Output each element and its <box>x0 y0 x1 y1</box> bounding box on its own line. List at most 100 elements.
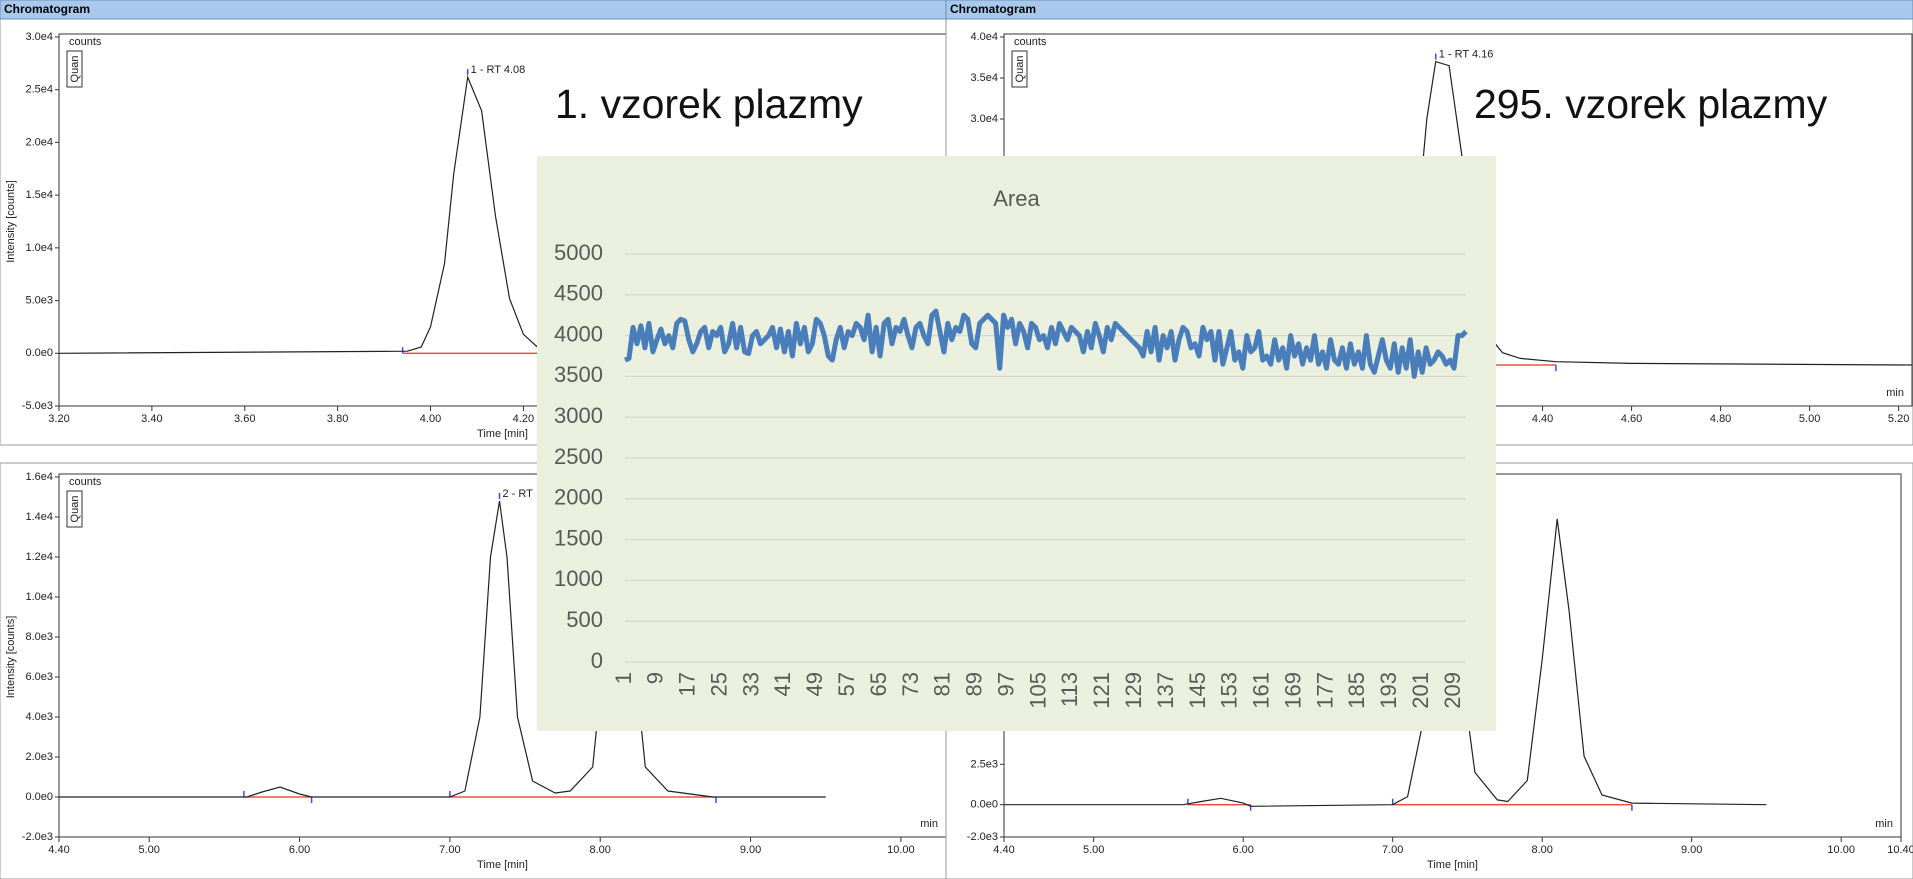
y-unit: counts <box>69 36 102 48</box>
x-tick-label: 153 <box>1217 672 1242 709</box>
y-tick-label: 500 <box>566 607 603 632</box>
x-tick-label: 4.20 <box>513 413 534 425</box>
x-tick-label: 6.00 <box>1232 844 1253 856</box>
x-tick-label: 7.00 <box>1382 844 1403 856</box>
y-tick-label: 1.4e4 <box>25 511 53 523</box>
x-axis-label: Time [min] <box>477 859 528 871</box>
x-unit: min <box>1875 818 1893 830</box>
y-tick-label: 3500 <box>554 362 603 387</box>
y-tick-label: 2.0e4 <box>25 136 53 148</box>
panel-header <box>945 0 1913 20</box>
x-tick-label: 1 <box>611 672 636 684</box>
peak-label: 1 - RT 4.16 <box>1439 49 1494 61</box>
x-tick-label: 185 <box>1344 672 1369 709</box>
x-tick-label: 8.00 <box>590 844 611 856</box>
x-tick-label: 169 <box>1280 672 1305 709</box>
x-tick-label: 9 <box>643 672 668 684</box>
y-tick-label: 1.0e4 <box>25 591 53 603</box>
panel-header <box>0 0 947 20</box>
tag-box <box>66 490 83 528</box>
x-tick-label: 3.20 <box>48 413 69 425</box>
y-tick-label: -5.0e3 <box>22 400 53 412</box>
y-tick-label: 2000 <box>554 485 603 510</box>
peak-label: 2 - RT <box>502 488 533 500</box>
x-tick-label: 113 <box>1057 672 1082 707</box>
y-tick-label: 0.0e0 <box>25 347 53 359</box>
tag: Quan <box>69 496 81 523</box>
y-tick-label: 1.0e4 <box>25 242 53 254</box>
x-tick-label: 4.80 <box>1710 413 1731 425</box>
y-tick-label: -2.0e3 <box>22 831 53 843</box>
x-tick-label: 8.00 <box>1531 844 1552 856</box>
x-axis-label: Time [min] <box>1427 859 1478 871</box>
x-tick-label: 81 <box>930 672 955 696</box>
peak-label: 1 - RT 4.08 <box>471 64 526 76</box>
x-tick-label: 33 <box>738 672 763 696</box>
x-tick-label: 161 <box>1249 672 1274 709</box>
y-tick-label: 2.5e3 <box>970 758 998 770</box>
x-tick-label: 209 <box>1440 672 1465 709</box>
y-tick-label: 1.5e4 <box>25 189 53 201</box>
y-tick-label: 0.0e0 <box>25 791 53 803</box>
y-tick-label: 0.0e0 <box>970 799 998 811</box>
x-tick-label: 9.00 <box>1681 844 1702 856</box>
x-unit: min <box>920 818 938 830</box>
x-tick-label: 193 <box>1376 672 1401 709</box>
area-line <box>624 308 1468 379</box>
y-tick-label: 8.0e3 <box>25 631 53 643</box>
x-tick-label: 105 <box>1025 672 1050 709</box>
tag-box <box>66 50 83 88</box>
x-tick-label: 9.00 <box>740 844 761 856</box>
y-unit: counts <box>1014 36 1047 48</box>
panel-title: Chromatogram <box>950 2 1036 16</box>
x-tick-label: 89 <box>962 672 987 696</box>
x-tick-label: 201 <box>1408 672 1433 709</box>
x-tick-label: 10.00 <box>887 844 915 856</box>
caption: 295. vzorek plazmy <box>1474 81 1828 127</box>
chart-background <box>537 156 1496 731</box>
x-tick-label: 10.00 <box>1827 844 1855 856</box>
chart-title: Area <box>993 186 1040 211</box>
panel-title: Chromatogram <box>4 2 90 16</box>
y-tick-label: 2.5e4 <box>25 84 53 96</box>
y-tick-label: 5.0e3 <box>25 294 53 306</box>
x-tick-label: 6.00 <box>289 844 310 856</box>
y-tick-label: 2500 <box>554 444 603 469</box>
y-tick-label: 0 <box>591 648 603 673</box>
x-tick-label: 121 <box>1089 672 1114 709</box>
x-tick-label: 4.40 <box>1532 413 1553 425</box>
tag: Quan <box>1014 56 1026 83</box>
y-axis-label: Intensity [counts] <box>5 180 17 263</box>
tag: Quan <box>69 56 81 83</box>
x-tick-label: 41 <box>770 672 795 696</box>
y-tick-label: 1000 <box>554 566 603 591</box>
y-tick-label: 3.0e4 <box>970 113 998 125</box>
x-tick-label: 4.40 <box>48 844 69 856</box>
y-tick-label: 6.0e3 <box>25 671 53 683</box>
y-tick-label: 3.5e4 <box>970 72 998 84</box>
y-tick-label: 1.6e4 <box>25 471 53 483</box>
y-tick-label: 4.0e3 <box>25 711 53 723</box>
x-tick-label: 3.60 <box>234 413 255 425</box>
x-tick-label: 5.00 <box>138 844 159 856</box>
y-axis-label: Intensity [counts] <box>5 616 17 699</box>
y-unit: counts <box>69 476 102 488</box>
y-tick-label: 5000 <box>554 240 603 265</box>
y-tick-label: 4000 <box>554 321 603 346</box>
x-tick-label: 137 <box>1153 672 1178 709</box>
tag-box <box>1011 50 1028 88</box>
x-tick-label: 4.40 <box>993 844 1014 856</box>
x-tick-label: 129 <box>1121 672 1146 709</box>
x-tick-label: 65 <box>866 672 891 696</box>
x-tick-label: 4.00 <box>420 413 441 425</box>
x-tick-label: 145 <box>1185 672 1210 709</box>
x-tick-label: 5.00 <box>1799 413 1820 425</box>
y-tick-label: 3.0e4 <box>25 31 53 43</box>
x-tick-label: 3.80 <box>327 413 348 425</box>
x-axis-label: Time [min] <box>477 428 528 440</box>
y-tick-label: 1.2e4 <box>25 551 53 563</box>
x-tick-label: 97 <box>993 672 1018 696</box>
y-tick-label: 1500 <box>554 525 603 550</box>
